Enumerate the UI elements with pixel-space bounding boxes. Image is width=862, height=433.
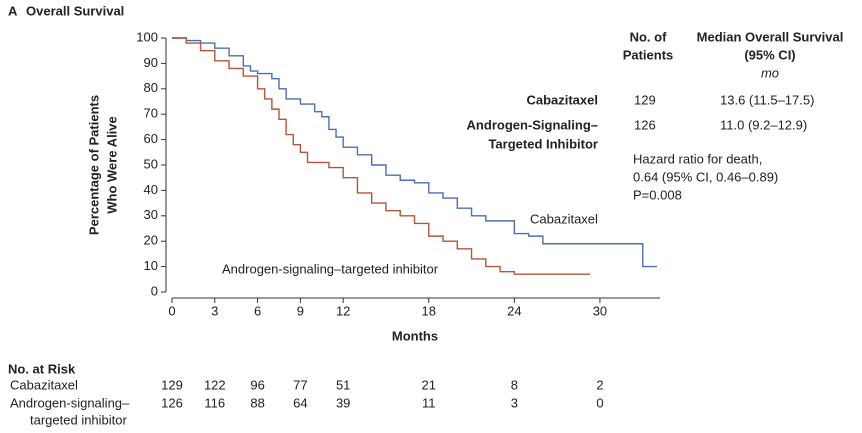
risk-count: 51	[336, 377, 350, 392]
table-header: Patients	[623, 47, 674, 62]
chart-title: Overall Survival	[26, 3, 124, 18]
table-header: (95% CI)	[744, 47, 795, 62]
y-axis-title: Who Were Alive	[104, 116, 119, 214]
curve-label: Androgen-signaling–targeted inhibitor	[222, 261, 439, 276]
risk-count: 0	[596, 395, 603, 410]
risk-count: 77	[293, 377, 307, 392]
risk-row-label: Cabazitaxel	[10, 377, 78, 392]
x-tick-label: 30	[593, 303, 607, 318]
y-tick-label: 100	[136, 29, 158, 44]
hazard-note: 0.64 (95% CI, 0.46–0.89)	[633, 169, 778, 184]
table-header: No. of	[630, 29, 667, 44]
y-axis-title: Percentage of Patients	[86, 95, 101, 235]
x-tick-label: 9	[297, 303, 304, 318]
risk-row-label: targeted inhibitor	[30, 412, 128, 427]
risk-count: 21	[422, 377, 436, 392]
survival-curve	[172, 37, 657, 268]
y-tick-label: 0	[151, 283, 158, 298]
risk-count: 2	[596, 377, 603, 392]
x-tick-label: 0	[168, 303, 175, 318]
table-cell: 126	[634, 117, 656, 132]
risk-count: 39	[336, 395, 350, 410]
y-tick-label: 80	[144, 80, 158, 95]
y-tick-label: 10	[144, 258, 158, 273]
table-row-label: Targeted Inhibitor	[488, 136, 598, 151]
table-row-label: Androgen-Signaling–	[467, 117, 598, 132]
risk-count: 126	[161, 395, 183, 410]
hazard-note: P=0.008	[633, 187, 682, 202]
y-tick-label: 50	[144, 156, 158, 171]
risk-count: 122	[204, 377, 226, 392]
risk-count: 116	[204, 395, 225, 410]
risk-count: 64	[293, 395, 307, 410]
table-cell: 13.6 (11.5–17.5)	[720, 92, 814, 107]
x-tick-label: 24	[507, 303, 521, 318]
y-tick-label: 40	[144, 182, 158, 197]
hazard-note: Hazard ratio for death,	[633, 151, 762, 166]
table-cell: 129	[634, 92, 656, 107]
risk-count: 11	[422, 395, 436, 410]
y-tick-label: 30	[144, 207, 158, 222]
y-tick-label: 90	[144, 55, 158, 70]
risk-count: 3	[511, 395, 518, 410]
risk-count: 96	[250, 377, 264, 392]
x-tick-label: 3	[211, 303, 218, 318]
x-tick-label: 18	[422, 303, 436, 318]
y-tick-label: 70	[144, 106, 158, 121]
curve-label: Cabazitaxel	[530, 211, 598, 226]
risk-count: 88	[250, 395, 264, 410]
table-cell: 11.0 (9.2–12.9)	[720, 117, 807, 132]
x-axis-title: Months	[392, 328, 438, 343]
x-tick-label: 6	[254, 303, 261, 318]
risk-count: 8	[511, 377, 518, 392]
table-unit: mo	[761, 65, 779, 80]
panel-label: A	[8, 3, 18, 18]
survival-curve	[172, 37, 590, 275]
y-tick-label: 60	[144, 131, 158, 146]
x-tick-label: 12	[336, 303, 350, 318]
table-header: Median Overall Survival	[697, 29, 844, 44]
risk-count: 129	[161, 377, 183, 392]
risk-title: No. at Risk	[8, 361, 76, 376]
table-row-label: Cabazitaxel	[526, 92, 598, 107]
risk-row-label: Androgen-signaling–	[10, 395, 130, 410]
y-tick-label: 20	[144, 233, 158, 248]
